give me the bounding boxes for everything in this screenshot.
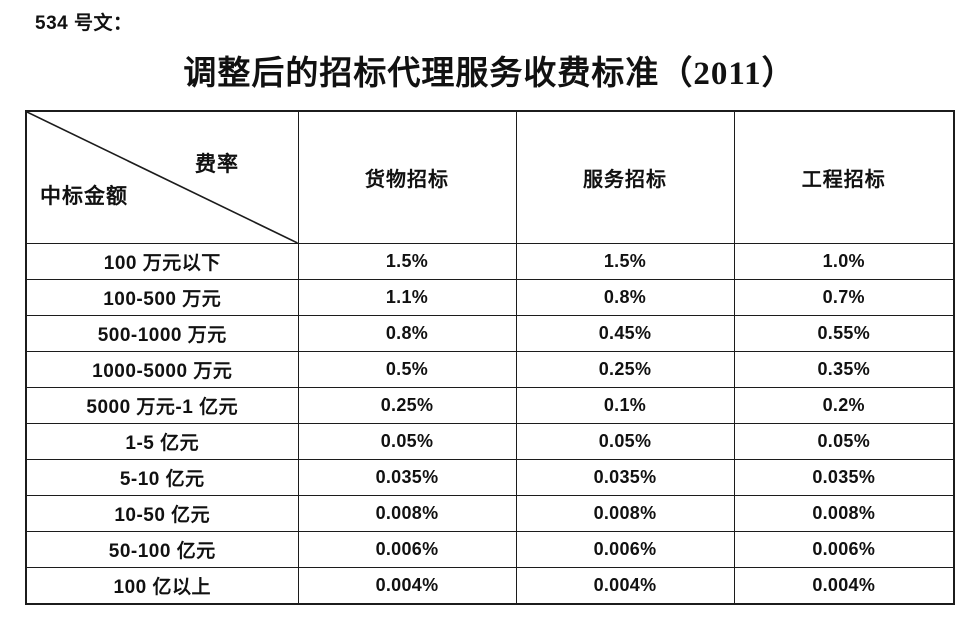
fee-value: 0.25% <box>297 387 517 424</box>
fee-value: 0.05% <box>515 423 735 460</box>
fee-value: 0.006% <box>297 531 517 568</box>
fee-value: 0.035% <box>515 459 735 496</box>
fee-value: 0.2% <box>733 387 955 424</box>
fee-value: 0.7% <box>733 279 955 316</box>
fee-value: 0.55% <box>733 315 955 352</box>
fee-value: 0.035% <box>733 459 955 496</box>
fee-table: 费率 中标金额 货物招标 服务招标 工程招标 100 万元以下 1.5% 1.5… <box>25 110 955 605</box>
fee-value: 0.35% <box>733 351 955 388</box>
fee-value: 0.05% <box>297 423 517 460</box>
table-row: 1000-5000 万元 0.5% 0.25% 0.35% <box>25 351 955 388</box>
fee-value: 0.006% <box>515 531 735 568</box>
corner-label-bid-amount: 中标金额 <box>40 184 128 208</box>
column-header-goods: 货物招标 <box>297 110 517 244</box>
fee-value: 0.004% <box>297 567 517 604</box>
fee-value: 0.8% <box>297 315 517 352</box>
corner-label-fee-rate: 费率 <box>195 152 239 176</box>
row-label: 5000 万元-1 亿元 <box>25 387 299 424</box>
row-label: 500-1000 万元 <box>25 315 299 352</box>
row-label: 50-100 亿元 <box>25 531 299 568</box>
fee-value: 0.006% <box>733 531 955 568</box>
fee-value: 0.8% <box>515 279 735 316</box>
row-label: 100 亿以上 <box>25 567 299 604</box>
row-label: 100-500 万元 <box>25 279 299 316</box>
fee-value: 0.008% <box>297 495 517 532</box>
fee-value: 1.5% <box>515 243 735 280</box>
doc-number-label: 534 号文： <box>35 13 133 34</box>
fee-value: 0.004% <box>733 567 955 604</box>
fee-value: 0.004% <box>515 567 735 604</box>
table-row: 500-1000 万元 0.8% 0.45% 0.55% <box>25 315 955 352</box>
table-row: 10-50 亿元 0.008% 0.008% 0.008% <box>25 495 955 532</box>
row-label: 1-5 亿元 <box>25 423 299 460</box>
table-row: 100 亿以上 0.004% 0.004% 0.004% <box>25 567 955 604</box>
row-label: 5-10 亿元 <box>25 459 299 496</box>
column-header-services: 服务招标 <box>515 110 735 244</box>
diagonal-divider-line <box>27 112 297 243</box>
fee-value: 0.05% <box>733 423 955 460</box>
row-label: 100 万元以下 <box>25 243 299 280</box>
fee-value: 1.5% <box>297 243 517 280</box>
corner-header-cell: 费率 中标金额 <box>25 110 299 244</box>
table-header-row: 费率 中标金额 货物招标 服务招标 工程招标 <box>25 110 955 244</box>
fee-value: 0.25% <box>515 351 735 388</box>
fee-value: 1.0% <box>733 243 955 280</box>
fee-value: 0.035% <box>297 459 517 496</box>
page-title: 调整后的招标代理服务收费标准（2011） <box>183 56 796 92</box>
fee-value: 0.008% <box>515 495 735 532</box>
table-row: 100 万元以下 1.5% 1.5% 1.0% <box>25 243 955 280</box>
row-label: 1000-5000 万元 <box>25 351 299 388</box>
fee-value: 0.008% <box>733 495 955 532</box>
table-row: 5000 万元-1 亿元 0.25% 0.1% 0.2% <box>25 387 955 424</box>
fee-value: 0.5% <box>297 351 517 388</box>
table-row: 100-500 万元 1.1% 0.8% 0.7% <box>25 279 955 316</box>
table-row: 1-5 亿元 0.05% 0.05% 0.05% <box>25 423 955 460</box>
fee-value: 0.1% <box>515 387 735 424</box>
fee-value: 1.1% <box>297 279 517 316</box>
table-row: 5-10 亿元 0.035% 0.035% 0.035% <box>25 459 955 496</box>
fee-value: 0.45% <box>515 315 735 352</box>
column-header-engineering: 工程招标 <box>733 110 955 244</box>
table-row: 50-100 亿元 0.006% 0.006% 0.006% <box>25 531 955 568</box>
corner-cell-inner: 费率 中标金额 <box>27 112 297 243</box>
row-label: 10-50 亿元 <box>25 495 299 532</box>
